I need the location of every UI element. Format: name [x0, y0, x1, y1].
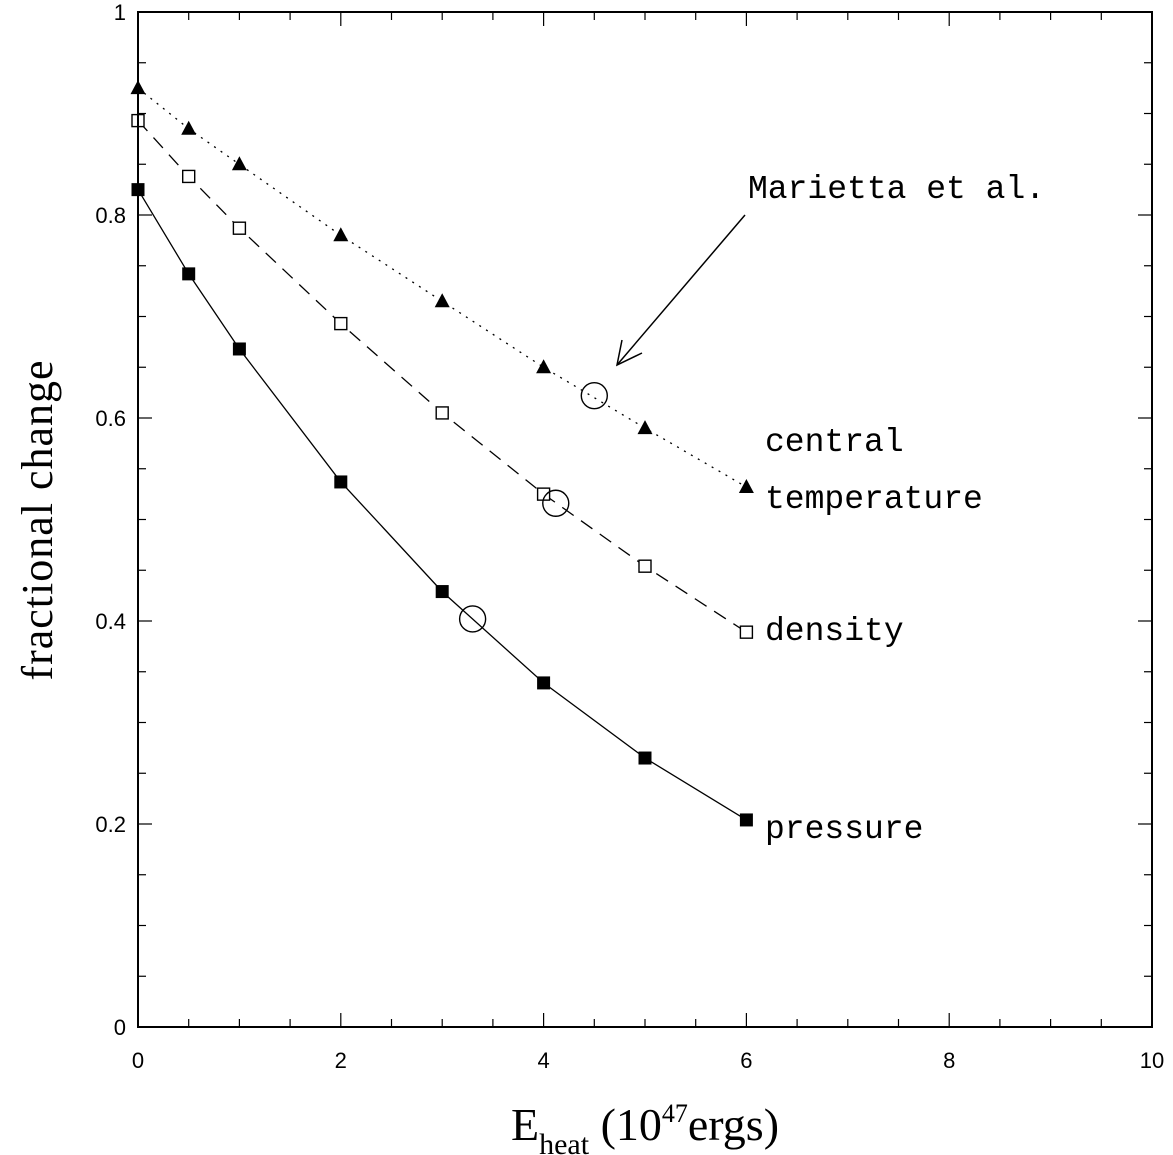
y-axis-title: fractional change [13, 359, 62, 680]
series-layer [137, 87, 747, 821]
x-axis-title-sup: 47 [662, 1099, 688, 1128]
y-tick-label: 1 [114, 0, 126, 25]
point-pressure [232, 342, 246, 356]
point-density [232, 221, 247, 235]
x-tick-label: 8 [943, 1048, 955, 1073]
x-tick-label: 10 [1140, 1048, 1164, 1073]
point-central-temperature [181, 120, 197, 135]
axis-ticks [137, 11, 1153, 1028]
x-axis-title-main: E [511, 1099, 539, 1150]
x-tick-label: 0 [132, 1048, 144, 1073]
label-temperature-line1: central [765, 424, 904, 461]
y-tick-label: 0.8 [95, 203, 126, 228]
markers-layer [130, 80, 754, 827]
point-central-temperature [536, 359, 552, 374]
x-axis-title-sub: heat [539, 1128, 590, 1155]
x-tick-label: 6 [740, 1048, 752, 1073]
x-tick-label: 4 [537, 1048, 549, 1073]
x-axis-title-end: ergs) [688, 1099, 779, 1150]
point-central-temperature [637, 420, 653, 435]
label-density: density [765, 613, 904, 650]
point-central-temperature [434, 293, 450, 308]
y-tick-label: 0 [114, 1015, 126, 1040]
point-pressure [739, 813, 753, 827]
point-pressure [334, 475, 348, 489]
point-marietta-et-al [580, 381, 608, 410]
point-density [739, 625, 754, 639]
annotation-reference: Marietta et al. [748, 171, 1045, 208]
label-temperature-line2: temperature [765, 481, 983, 518]
point-density [638, 559, 652, 573]
point-density [181, 169, 196, 184]
label-pressure: pressure [765, 811, 923, 848]
point-pressure [435, 585, 449, 599]
annotation-arrow-shaft [616, 214, 746, 366]
x-axis-title: Eheat (1047ergs) [511, 1099, 779, 1155]
series-line-pressure [137, 189, 747, 821]
series-line-density [137, 120, 747, 633]
point-pressure [638, 751, 652, 765]
annotation-arrow-head [615, 339, 643, 367]
point-density [435, 406, 449, 420]
x-axis-title-rest: (10 [589, 1099, 662, 1150]
y-tick-label: 0.2 [95, 812, 126, 837]
point-marietta-et-al [458, 605, 487, 633]
plot-frame [137, 11, 1153, 1028]
point-density [334, 316, 348, 331]
tick-labels: 0 2 4 6 8 10 0 0.2 0.4 0.6 0.8 1 [95, 0, 1164, 1073]
point-central-temperature [738, 479, 754, 494]
point-central-temperature [231, 156, 247, 171]
point-marietta-et-al [542, 489, 570, 517]
point-pressure [182, 267, 196, 281]
point-pressure [537, 676, 551, 690]
y-tick-label: 0.6 [95, 406, 126, 431]
point-central-temperature [333, 227, 349, 242]
y-tick-label: 0.4 [95, 609, 126, 634]
series-line-central-temperature [137, 87, 747, 488]
x-tick-label: 2 [335, 1048, 347, 1073]
